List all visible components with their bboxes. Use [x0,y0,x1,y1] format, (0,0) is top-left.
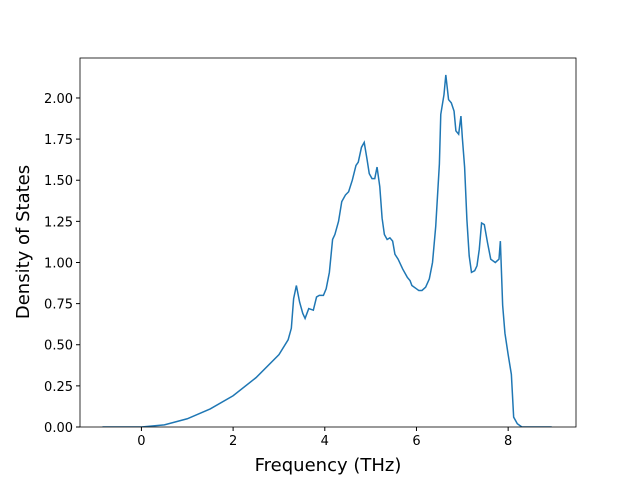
y-tick-label: 1.25 [44,215,73,230]
y-tick-label: 1.00 [44,256,73,271]
x-tick-label: 8 [504,434,512,449]
x-tick-label: 0 [137,434,145,449]
dos-line [102,74,552,427]
x-tick-label: 6 [412,434,420,449]
y-tick-label: 1.50 [44,174,73,189]
y-tick-label: 0.00 [44,421,73,436]
y-tick-label: 1.75 [44,133,73,148]
y-tick-label: 2.00 [44,92,73,107]
y-tick-label: 0.75 [44,298,73,313]
y-tick-label: 0.50 [44,339,73,354]
x-tick-label: 2 [229,434,237,449]
y-tick-label: 0.25 [44,380,73,395]
x-axis-label: Frequency (THz) [255,455,402,476]
plot-frame [79,57,577,428]
x-tick-label: 4 [321,434,329,449]
y-axis-label: Density of States [13,165,34,319]
